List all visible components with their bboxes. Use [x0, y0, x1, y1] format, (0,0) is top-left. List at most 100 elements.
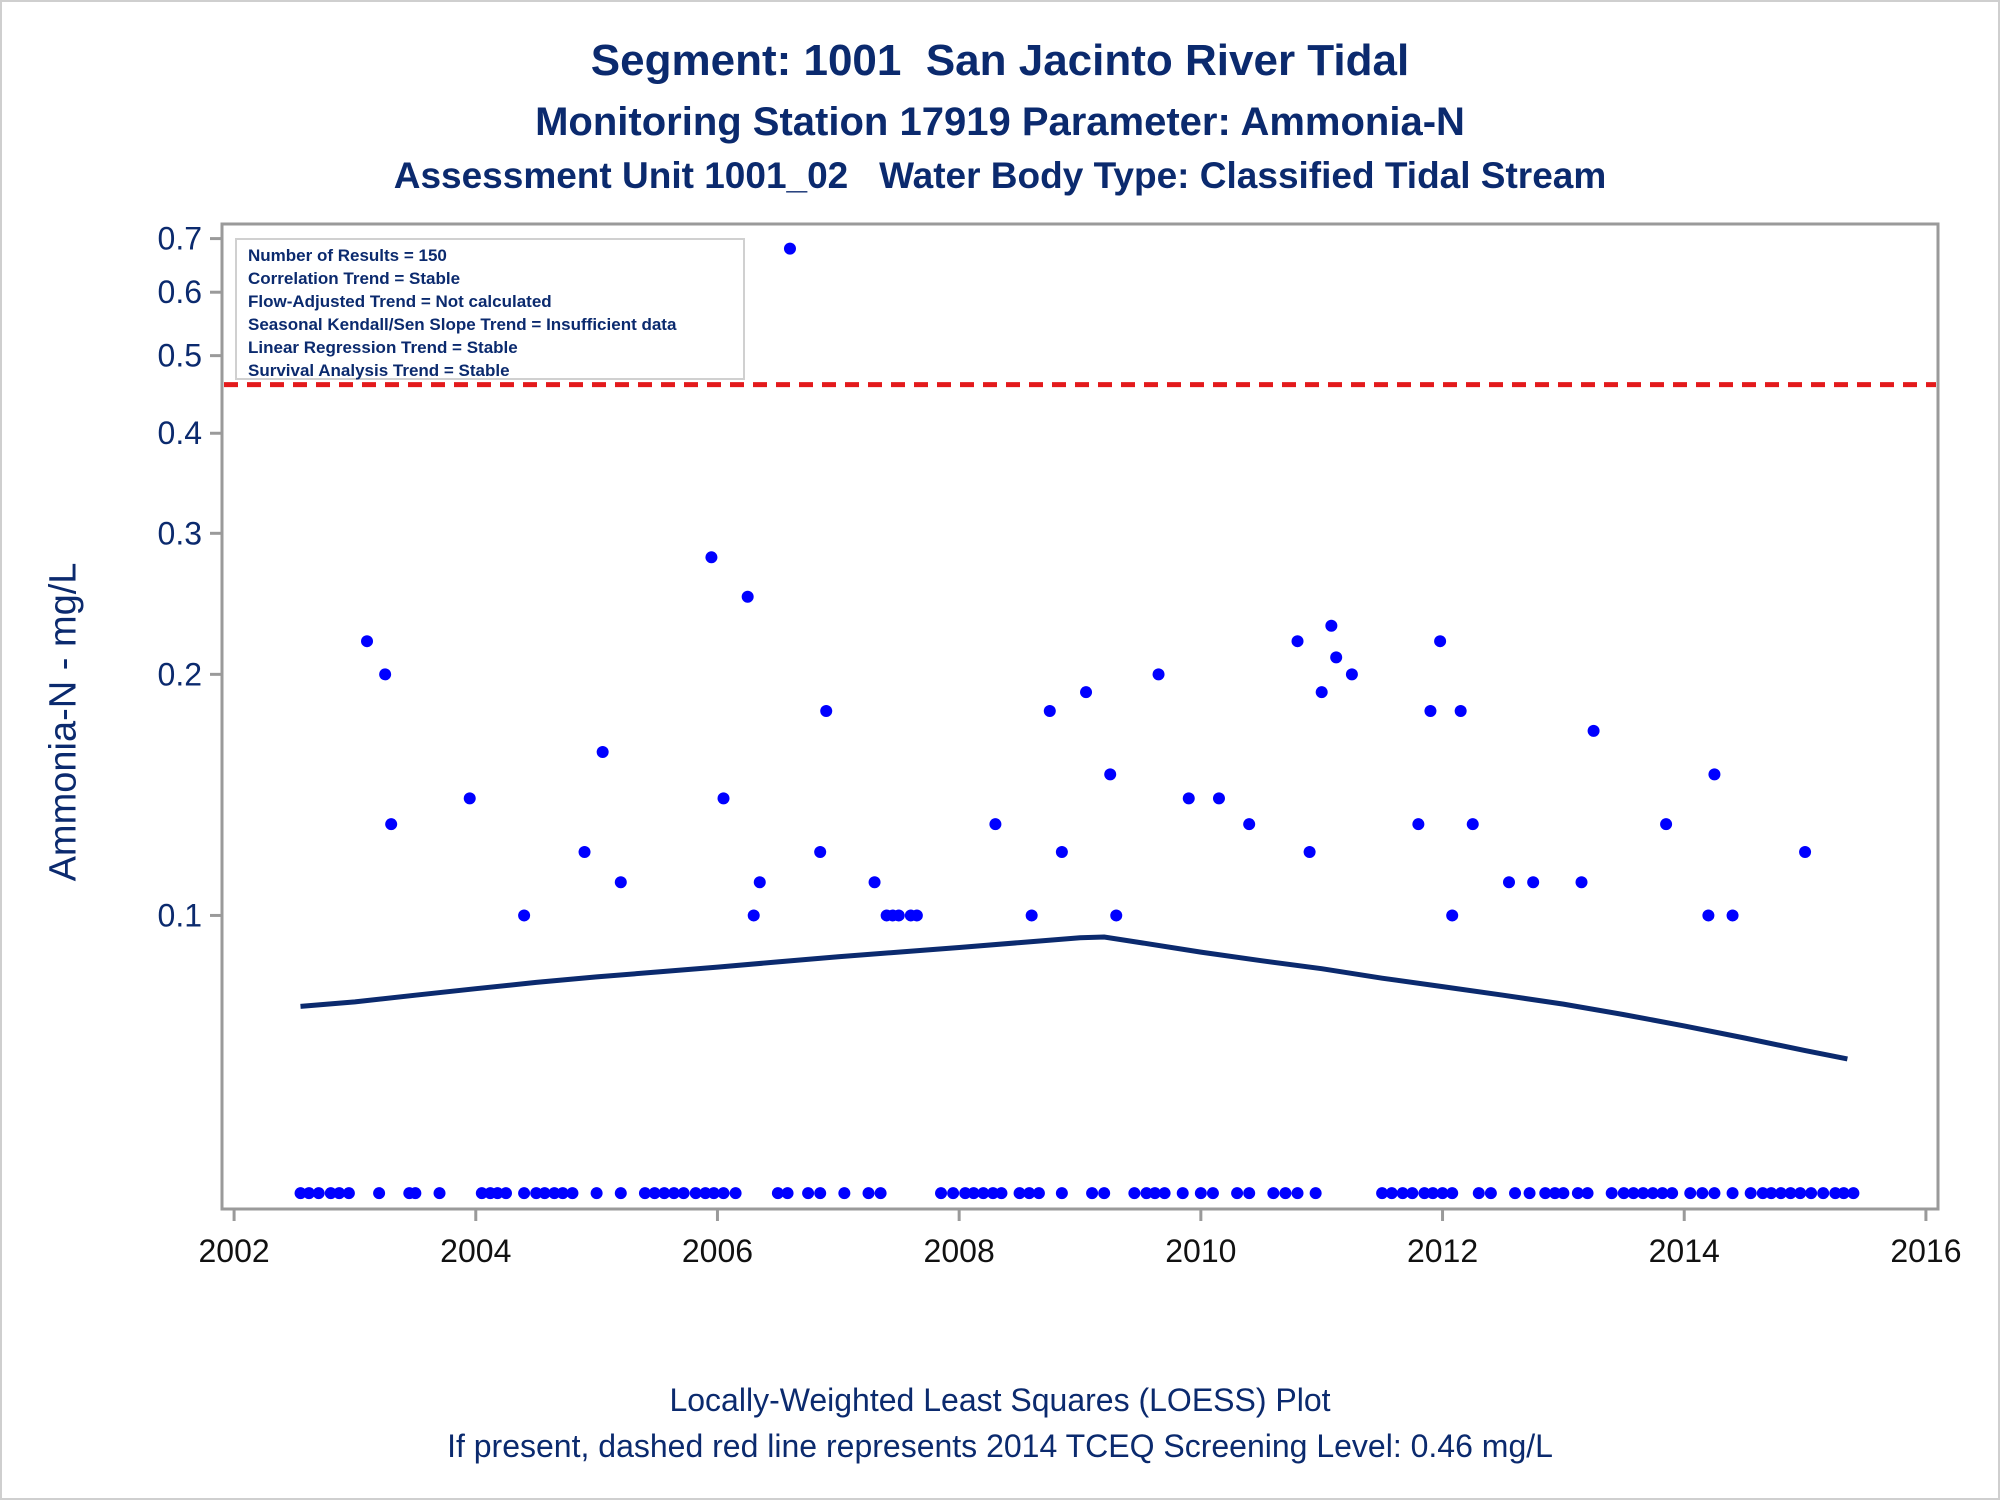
nondetect-point: [1055, 1187, 1068, 1200]
nondetect-point: [518, 1187, 531, 1200]
nondetect-point: [771, 1187, 784, 1200]
nondetect-point: [1756, 1187, 1769, 1200]
nondetect-point: [707, 1187, 720, 1200]
nondetect-point: [1267, 1187, 1280, 1200]
x-tick-label: 2002: [198, 1233, 269, 1269]
nondetect-point: [1098, 1187, 1111, 1200]
nondetect-point: [677, 1187, 690, 1200]
x-tick-label: 2012: [1407, 1233, 1478, 1269]
nondetect-point: [1837, 1187, 1850, 1200]
nondetect-point: [614, 1187, 627, 1200]
nondetect-point: [1744, 1187, 1757, 1200]
nondetect-point: [556, 1187, 569, 1200]
nondetect-point: [1794, 1187, 1807, 1200]
nondetect-point: [1176, 1187, 1189, 1200]
nondetect-point: [947, 1187, 960, 1200]
loess-line: [300, 934, 1848, 1062]
y-tick-label: 0.6: [158, 274, 202, 310]
chart-title: Segment: 1001 San Jacinto River Tidal: [590, 36, 1410, 85]
nondetect-point: [530, 1187, 543, 1200]
nondetect-point: [648, 1187, 661, 1200]
nondetect-point: [699, 1187, 712, 1200]
x-axis: 2002 2004 2006 2008 2010 2012 2014 2016: [198, 1209, 1962, 1269]
x-tick-label: 2008: [924, 1233, 995, 1269]
nondetect-point: [995, 1187, 1008, 1200]
data-point: [820, 704, 833, 717]
nondetect-point: [1817, 1187, 1830, 1200]
y-tick-label: 0.2: [158, 656, 202, 692]
nondetect-point: [1396, 1187, 1409, 1200]
nondetect-point: [1436, 1187, 1449, 1200]
data-point: [1330, 651, 1343, 664]
data-point: [783, 242, 796, 255]
nondetect-point: [1472, 1187, 1485, 1200]
data-point: [1182, 792, 1195, 805]
data-point: [989, 818, 1002, 831]
plot-area: [220, 222, 1940, 1211]
nondetect-point: [1805, 1187, 1818, 1200]
x-tick-label: 2016: [1890, 1233, 1961, 1269]
data-point: [814, 846, 827, 859]
data-point: [379, 668, 392, 681]
data-point: [1708, 768, 1721, 781]
data-point: [1454, 704, 1467, 717]
data-point: [1243, 818, 1256, 831]
chart-subtitle-assessment: Assessment Unit 1001_02 Water Body Type:…: [393, 155, 1607, 196]
data-point: [717, 792, 730, 805]
nondetect-point: [1581, 1187, 1594, 1200]
data-point: [1303, 846, 1316, 859]
nondetect-point: [935, 1187, 948, 1200]
nondetect-point: [538, 1187, 551, 1200]
nondetect-point: [1418, 1187, 1431, 1200]
nondetect-point: [814, 1187, 827, 1200]
nondetect-point: [1617, 1187, 1630, 1200]
nondetect-point: [1571, 1187, 1584, 1200]
y-axis: 0.1 0.2 0.3 0.4 0.5 0.6 0.7: [158, 221, 222, 933]
nondetect-point: [1726, 1187, 1739, 1200]
nondetect-point: [1557, 1187, 1570, 1200]
data-point: [1291, 635, 1304, 648]
y-tick-label: 0.7: [158, 221, 202, 257]
data-point: [1212, 792, 1225, 805]
nondetect-point: [491, 1187, 504, 1200]
data-point: [1080, 686, 1093, 699]
nondetect-point: [1509, 1187, 1522, 1200]
data-point: [1104, 768, 1117, 781]
nondetect-point: [1696, 1187, 1709, 1200]
data-point: [1726, 909, 1739, 922]
data-point: [578, 846, 591, 859]
nondetect-point: [1666, 1187, 1679, 1200]
x-tick-label: 2006: [682, 1233, 753, 1269]
nondetect-point: [1194, 1187, 1207, 1200]
nondetect-point: [1523, 1187, 1536, 1200]
nondetect-point: [1765, 1187, 1778, 1200]
nondetect-point: [1013, 1187, 1026, 1200]
data-point: [868, 876, 881, 889]
nondetect-point: [1243, 1187, 1256, 1200]
nondetect-point: [1646, 1187, 1659, 1200]
nondetect-point: [1406, 1187, 1419, 1200]
data-point: [1315, 686, 1328, 699]
nondetect-point: [1684, 1187, 1697, 1200]
data-point: [1055, 846, 1068, 859]
nondetect-point: [638, 1187, 651, 1200]
data-point: [747, 909, 760, 922]
nondetect-point: [1627, 1187, 1640, 1200]
nondetect-point: [1128, 1187, 1141, 1200]
nondetect-point: [1708, 1187, 1721, 1200]
data-point: [361, 635, 374, 648]
nondetect-point: [802, 1187, 815, 1200]
nondetect-point: [1484, 1187, 1497, 1200]
x-tick-label: 2010: [1165, 1233, 1236, 1269]
data-point: [1587, 724, 1600, 737]
nondetect-point: [1032, 1187, 1045, 1200]
footnote-screening-level: If present, dashed red line represents 2…: [447, 1428, 1553, 1464]
data-point: [1412, 818, 1425, 831]
data-points: [294, 242, 1860, 1200]
data-point: [705, 551, 718, 564]
nondetect-point: [977, 1187, 990, 1200]
nondetect-point: [959, 1187, 972, 1200]
nondetect-point: [1376, 1187, 1389, 1200]
data-point: [1702, 909, 1715, 922]
nondetect-point: [1291, 1187, 1304, 1200]
